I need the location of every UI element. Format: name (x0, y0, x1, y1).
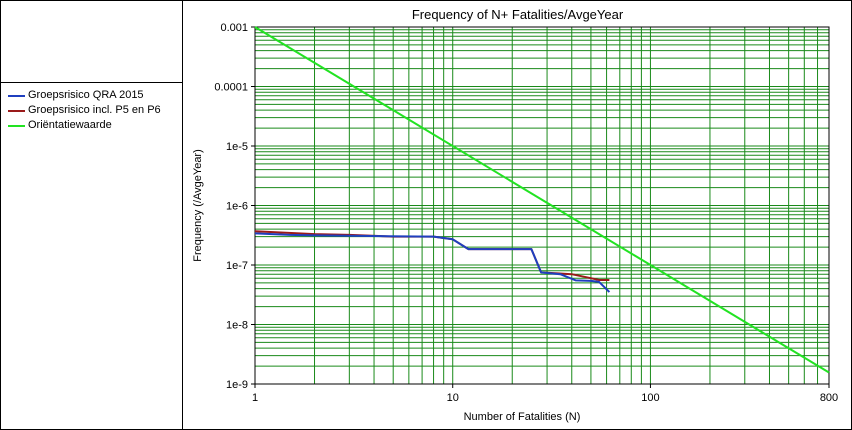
y-tick-label: 1e-5 (226, 141, 248, 153)
legend-panel: Groepsrisico QRA 2015 Groepsrisico incl. … (1, 1, 183, 429)
legend-swatch (8, 110, 25, 112)
chart-title: Frequency of N+ Fatalities/AvgeYear (411, 7, 624, 22)
legend-swatch (8, 95, 25, 97)
legend-header-area (1, 1, 182, 83)
legend-label: Oriëntatiewaarde (28, 119, 112, 131)
x-tick-label: 100 (641, 392, 659, 404)
x-tick-label: 1 (252, 392, 258, 404)
y-tick-label: 1e-8 (226, 320, 248, 332)
series-line-1 (254, 230, 610, 281)
fn-curve-chart: 1 10 100 800 0.001 0.0001 1e-5 1e-6 1e-7 1e-8 1e-9… (192, 22, 838, 423)
series-line-0 (254, 232, 611, 293)
y-tick-label: 1e-9 (226, 379, 248, 391)
y-tick-label: 1e-7 (226, 260, 248, 272)
y-tick-label: 1e-6 (226, 201, 248, 213)
legend-swatch (8, 125, 25, 127)
legend-label: Groepsrisico incl. P5 en P6 (28, 104, 161, 116)
y-axis-label: Frequency (/AvgeYear) (192, 149, 204, 262)
x-tick-label: 10 (447, 392, 459, 404)
x-axis-label: Number of Fatalities (N) (464, 411, 581, 423)
legend-label: Groepsrisico QRA 2015 (28, 89, 144, 101)
plot-area: Frequency of N+ Fatalities/AvgeYear 1 10 1… (183, 1, 852, 429)
y-tick-label: 0.0001 (214, 82, 248, 94)
y-tick-label: 0.001 (220, 22, 248, 34)
x-tick-label: 800 (820, 392, 838, 404)
series-line-2 (254, 26, 830, 374)
